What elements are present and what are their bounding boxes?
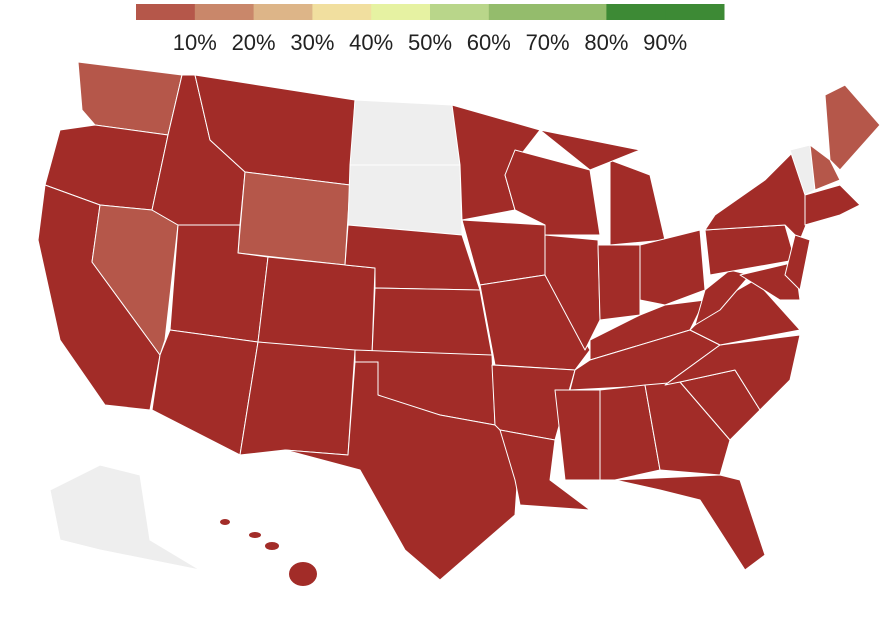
legend-label: 30%: [290, 30, 334, 55]
legend-swatch: [312, 4, 372, 20]
state: [804, 184, 861, 226]
state: [824, 84, 881, 171]
states: [37, 61, 881, 586]
state: [704, 149, 811, 241]
legend-label: 50%: [408, 30, 452, 55]
legend-swatch: [547, 4, 607, 20]
island: [265, 542, 279, 550]
island: [249, 532, 261, 538]
state: [694, 269, 751, 326]
legend-swatch: [194, 4, 255, 20]
legend-swatch: [253, 4, 313, 20]
legend-label: 70%: [526, 30, 570, 55]
legend-label: 90%: [643, 30, 687, 55]
state: [664, 334, 801, 411]
state: [49, 464, 201, 571]
state: [371, 287, 493, 356]
legend-swatch: [488, 4, 549, 20]
legend-label: 20%: [232, 30, 276, 55]
state: [349, 99, 461, 166]
state: [237, 171, 351, 266]
state: [347, 164, 463, 236]
legend-swatch: [665, 4, 725, 20]
state: [554, 389, 601, 481]
legend-label: 40%: [349, 30, 393, 55]
state: [544, 234, 601, 351]
state: [739, 261, 801, 301]
legend-swatch: [136, 4, 196, 20]
state: [614, 474, 766, 571]
state: [499, 429, 591, 511]
legend-label: 10%: [173, 30, 217, 55]
state: [539, 129, 641, 171]
state: [284, 361, 521, 581]
state: [77, 61, 183, 136]
legend-swatch: [371, 4, 431, 20]
state: [479, 274, 591, 371]
state: [784, 234, 811, 291]
state: [639, 229, 706, 306]
state: [504, 149, 601, 236]
island: [220, 519, 230, 525]
state: [239, 341, 356, 456]
state: [609, 159, 666, 246]
state: [151, 329, 259, 456]
legend-swatch: [430, 4, 490, 20]
state: [257, 256, 376, 356]
legend: 10% 20% 30% 40% 50% 60% 70% 80% 90%: [136, 4, 725, 55]
legend-swatch: [606, 4, 666, 20]
state: [809, 144, 841, 191]
island: [289, 562, 317, 586]
legend-label: 60%: [467, 30, 511, 55]
state: [597, 244, 641, 321]
state: [599, 384, 661, 481]
legend-label: 80%: [584, 30, 628, 55]
